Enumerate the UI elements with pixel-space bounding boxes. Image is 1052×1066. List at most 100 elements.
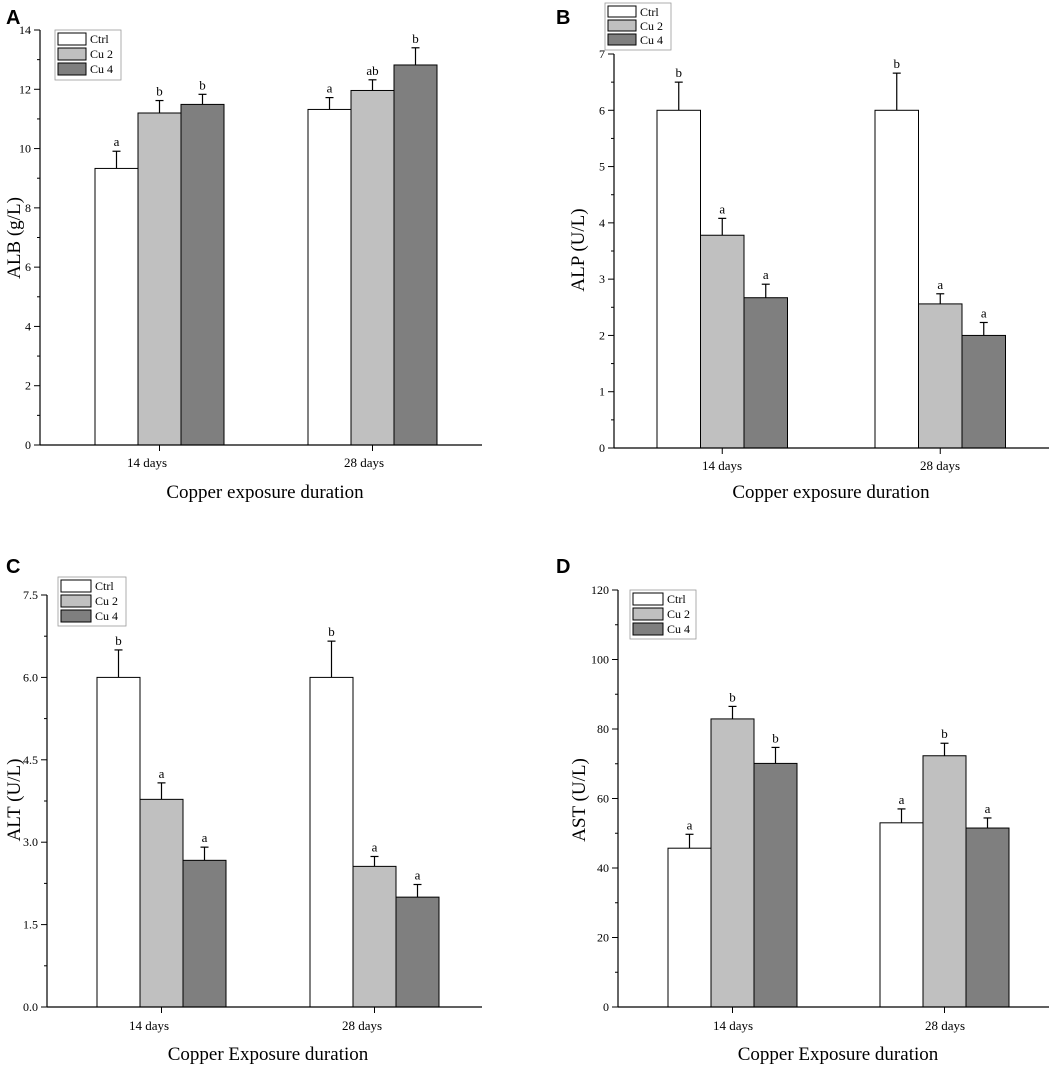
panel-c-plot: b b a a a a 0.0 1.5 3.0 4.5 6.0 7.5 [23,588,482,1014]
panel-a-y-tick-label: 4 [25,319,31,333]
panel-c-bar-ctrl-14days [96,676,141,1008]
panel-a-legend-swatch-cu2 [57,47,87,61]
panel-c-category-label-28-days: 28 days [342,1018,382,1033]
panel-d-plot: a a b b b a 0 20 40 60 80 100 120 [591,583,1049,1014]
panel-b-significance-label-cu2-28days: a [937,277,943,292]
panel-c-legend-swatch-cu2 [60,594,92,608]
panel-d-legend: Ctrl Cu 2 Cu 4 [629,589,697,640]
panel-a-bar-cu2-14days [137,112,182,446]
panel-a-y-tick-label: 12 [19,82,31,96]
panel-a-legend: Ctrl Cu 2 Cu 4 [54,29,122,81]
panel-b-legend: Ctrl Cu 2 Cu 4 [604,2,672,51]
panel-d-y-tick-label: 80 [597,722,609,736]
panel-c-significance-label-cu2-14days: a [159,766,165,781]
panel-a-y-tick-label: 0 [25,438,31,452]
panel-c-significance-label-cu2-28days: a [372,839,378,854]
panel-b-y-axis-title: ALP (U/L) [568,208,589,291]
panel-d-y-tick-label: 60 [597,792,609,806]
panel-c-bar-cu2-14days [139,798,184,1008]
panel-d-bar-ctrl-14days [667,847,712,1008]
panel-a-y-axis-title: ALB (g/L) [4,197,25,279]
panel-b-bar-cu2-14days [700,234,745,449]
panel-b-y-tick-label: 3 [599,272,605,286]
panel-d-y-tick-label: 20 [597,931,609,945]
panel-c-significance-label-ctrl-14days: b [115,633,122,648]
panel-c-legend-label-ctrl: Ctrl [95,579,114,593]
panel-b-legend-swatch-ctrl [607,5,637,18]
panel-a-legend-label-cu2: Cu 2 [90,47,113,61]
panel-b-x-axis-title: Copper exposure duration [732,482,930,503]
panel-d-legend-swatch-cu4 [632,622,664,636]
panel-b-y-tick-label: 4 [599,216,605,230]
panel-a-legend-swatch-ctrl [57,32,87,46]
panel-a-significance-label-cu2-28days: ab [366,63,378,78]
panel-c-bar-cu4-28days [395,896,440,1008]
panel-c: C b b a a a a 0.0 1.5 3.0 4.5 6.0 7.5 14 days 28 da… [4,556,482,1065]
panel-a-legend-label-ctrl: Ctrl [90,32,109,46]
panel-c-y-tick-label: 6.0 [23,670,38,684]
panel-b-y-tick-label: 2 [599,328,605,342]
panel-d-significance-label-ctrl-28days: a [899,792,905,807]
panel-c-y-tick-label: 4.5 [23,753,38,767]
panel-a-y-tick-label: 2 [25,379,31,393]
panel-d-x-axis-title: Copper Exposure duration [738,1044,939,1065]
panel-d-significance-label-ctrl-14days: a [687,817,693,832]
panel-b-bar-cu2-28days [918,303,963,449]
panel-a-y-tick-label: 8 [25,201,31,215]
panel-a-bar-ctrl-14days [94,167,139,446]
panel-b-bar-ctrl-14days [656,109,701,449]
panel-b: B b b a a a a 0 1 2 3 4 5 6 7 14 days 28 days Copper … [556,2,1049,503]
panel-a-bar-cu4-14days [180,103,225,446]
panel-a-significance-label-ctrl-14days: a [114,134,120,149]
panel-a-bar-cu4-28days [393,64,438,446]
panel-b-significance-label-cu4-14days: a [763,267,769,282]
panel-a-bar-ctrl-28days [307,108,352,446]
panel-b-y-tick-label: 1 [599,385,605,399]
panel-c-bar-ctrl-28days [309,676,354,1008]
panel-b-bar-ctrl-28days [874,109,919,449]
panel-b-category-label-28-days: 28 days [920,458,960,473]
panel-c-category-label-14-days: 14 days [129,1018,169,1033]
panel-b-bar-cu4-14days [743,297,788,449]
panel-d-legend-label-cu2: Cu 2 [667,607,690,621]
panel-b-bar-cu4-28days [961,334,1006,449]
panel-a-y-tick-label: 10 [19,142,31,156]
panel-a-significance-label-cu4-14days: b [199,77,206,92]
panel-d-bar-cu4-28days [965,827,1010,1008]
panel-b-y-tick-label: 7 [599,47,605,61]
panel-b-significance-label-cu2-14days: a [719,201,725,216]
panel-d-letter: D [556,556,570,578]
panel-c-y-tick-label: 0.0 [23,1000,38,1014]
panel-b-y-tick-label: 0 [599,441,605,455]
panel-a-legend-label-cu4: Cu 4 [90,62,113,76]
panel-a-legend-swatch-cu4 [57,62,87,76]
panel-a-category-label-14-days: 14 days [127,455,167,470]
panel-a-significance-label-cu2-14days: b [156,84,163,99]
panel-d-y-axis-title: AST (U/L) [569,758,590,842]
panel-d-significance-label-cu2-14days: b [729,689,736,704]
panel-c-bar-cu4-14days [182,859,227,1008]
panel-c-legend-swatch-ctrl [60,579,92,593]
panel-d-significance-label-cu4-14days: b [772,730,779,745]
panel-d-legend-label-ctrl: Ctrl [667,592,686,606]
panel-a-y-tick-label: 6 [25,260,31,274]
panel-b-significance-label-ctrl-14days: b [676,65,683,80]
panel-a-significance-label-cu4-28days: b [412,31,419,46]
panel-b-legend-label-cu2: Cu 2 [640,19,663,33]
panel-a-bar-cu2-28days [350,89,395,446]
panel-c-letter: C [6,556,20,578]
panel-c-legend-label-cu4: Cu 4 [95,609,118,623]
panel-b-legend-label-cu4: Cu 4 [640,33,663,47]
panel-c-y-tick-label: 7.5 [23,588,38,602]
panel-b-significance-label-cu4-28days: a [981,305,987,320]
panel-b-plot: b b a a a a 0 1 2 3 4 5 6 7 [599,47,1049,455]
panel-b-y-tick-label: 6 [599,103,605,117]
panel-c-significance-label-cu4-28days: a [415,867,421,882]
panel-b-significance-label-ctrl-28days: b [894,56,901,71]
panel-d-bar-cu4-14days [753,762,798,1008]
panel-d-y-tick-label: 100 [591,653,609,667]
panel-d-significance-label-cu4-28days: a [985,801,991,816]
